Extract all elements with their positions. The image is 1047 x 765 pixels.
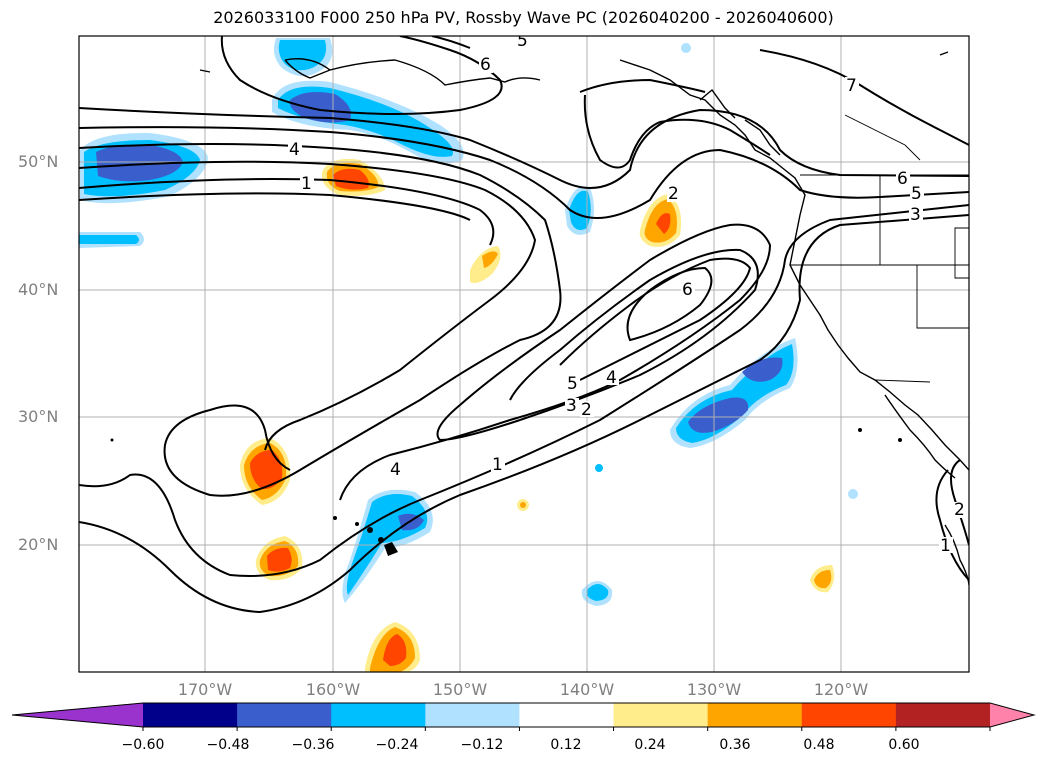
colorbar-extension-low — [12, 703, 143, 727]
colorbar-segment — [801, 703, 897, 727]
contour-label: 2 — [668, 184, 679, 204]
contour-label: 5 — [567, 374, 578, 394]
colorbar-label: −0.24 — [375, 737, 419, 753]
colorbar-segment — [707, 703, 803, 727]
colorbar-label: −0.48 — [206, 737, 250, 753]
colorbar-segment — [143, 703, 238, 727]
colorbar-segment — [519, 703, 615, 727]
colorbar-segment — [237, 703, 332, 727]
contour-label: 3 — [566, 396, 577, 416]
contour-label: 3 — [910, 205, 921, 225]
contour-label: 6 — [682, 280, 693, 300]
longitude-label-140w: 140°W — [559, 680, 615, 699]
latitude-label-40n: 40°N — [18, 280, 59, 299]
longitude-label-150w: 150°W — [432, 680, 488, 699]
longitude-label-130w: 130°W — [686, 680, 742, 699]
colorbar — [11, 702, 1036, 731]
contour-label: 5 — [517, 31, 528, 51]
map-title: 2026033100 F000 250 hPa PV, Rossby Wave … — [213, 8, 834, 27]
contour-label: 4 — [390, 460, 401, 480]
colorbar-segments — [12, 703, 1034, 727]
contour-label: 2 — [581, 400, 592, 420]
colorbar-segment — [895, 703, 991, 727]
colorbar-label: 0.12 — [550, 737, 582, 753]
colorbar-ticks — [142, 727, 991, 731]
contour-label: 4 — [606, 368, 617, 388]
colorbar-label: −0.60 — [121, 737, 165, 753]
colorbar-extension-high — [990, 703, 1034, 727]
negative-pv-anomaly-subtropical-east — [670, 338, 798, 448]
positive-pv-anomaly-central — [470, 246, 501, 283]
negative-pv-anomaly-small — [581, 43, 858, 606]
contour-label: 6 — [480, 55, 491, 75]
latitude-label-50n: 50°N — [18, 152, 59, 171]
positive-pv-anomaly-small — [517, 499, 835, 593]
positive-pv-anomaly-south-of-hawaii-west — [255, 536, 303, 581]
colorbar-label: 0.48 — [803, 737, 835, 753]
colorbar-label: 0.24 — [634, 737, 666, 753]
positive-pv-anomaly-south — [365, 622, 420, 672]
contour-label: 1 — [940, 536, 951, 556]
contour-labels: 5 6 4 1 2 6 5 4 3 2 1 — [288, 31, 967, 556]
colorbar-label: −0.12 — [460, 737, 504, 753]
colorbar-label: 0.60 — [888, 737, 920, 753]
colorbar-label: 0.36 — [719, 737, 751, 753]
negative-pv-anomaly-west-edge — [79, 232, 144, 248]
contour-label: 1 — [301, 174, 312, 194]
contour-label: 7 — [846, 76, 857, 96]
contour-label: 4 — [289, 140, 300, 160]
colorbar-label: −0.36 — [291, 737, 335, 753]
contour-label: 5 — [911, 184, 922, 204]
colorbar-segment — [331, 703, 426, 727]
latitude-label-30n: 30°N — [18, 407, 59, 426]
longitude-label-160w: 160°W — [305, 680, 361, 699]
contour-label: 1 — [492, 455, 503, 475]
contour-label: 2 — [954, 500, 965, 520]
longitude-label-170w: 170°W — [177, 680, 233, 699]
positive-pv-anomaly-offshore-oregon — [639, 194, 682, 247]
colorbar-segment — [613, 703, 709, 727]
longitude-label-120w: 120°W — [813, 680, 869, 699]
map-border — [78, 35, 970, 673]
pv-contours — [79, 36, 969, 614]
colorbar-segment — [425, 703, 520, 727]
islands — [110, 428, 902, 556]
latitude-label-20n: 20°N — [18, 535, 59, 554]
contour-label: 6 — [897, 169, 908, 189]
